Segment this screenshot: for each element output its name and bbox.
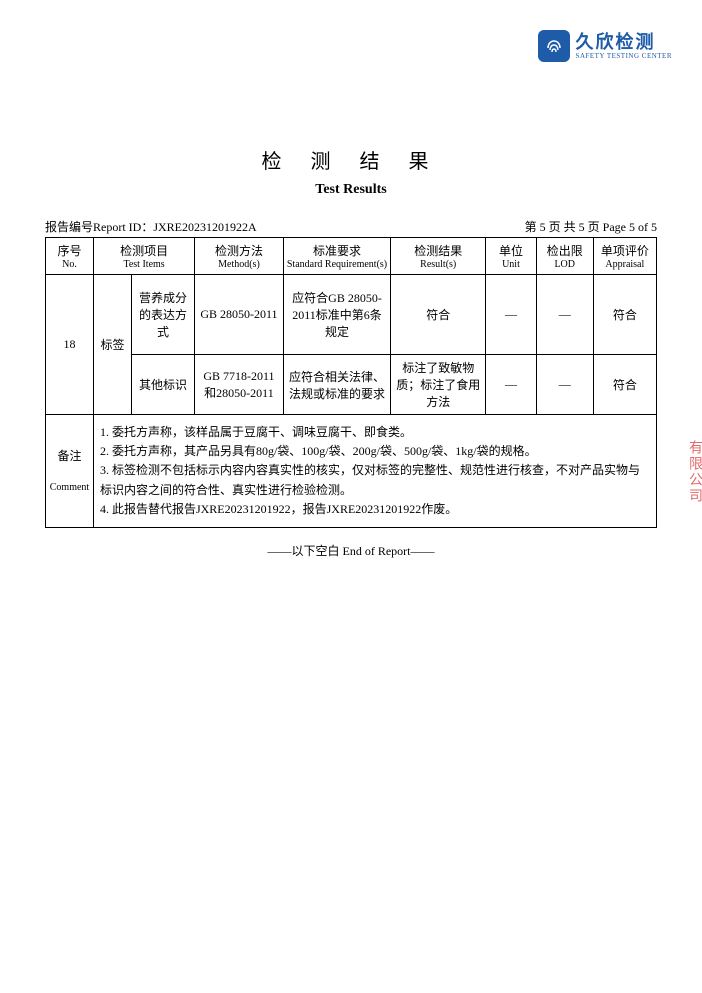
cell-group: 标签 bbox=[93, 275, 131, 415]
cell-item2: 其他标识 bbox=[131, 355, 194, 415]
cell-item1: 营养成分的表达方式 bbox=[131, 275, 194, 355]
logo-text-cn: 久欣检测 bbox=[576, 33, 672, 51]
cell-method1: GB 28050-2011 bbox=[195, 275, 284, 355]
header-row: 序号No. 检测项目Test Items 检测方法Method(s) 标准要求S… bbox=[46, 238, 657, 275]
title-cn: 检 测 结 果 bbox=[45, 145, 657, 174]
cell-unit2: — bbox=[486, 355, 537, 415]
cell-unit1: — bbox=[486, 275, 537, 355]
hdr-method: 检测方法Method(s) bbox=[195, 238, 284, 275]
end-of-report: ——以下空白 End of Report—— bbox=[45, 542, 657, 559]
hdr-item: 检测项目Test Items bbox=[93, 238, 194, 275]
hdr-appr: 单项评价Appraisal bbox=[593, 238, 656, 275]
meta-row: 报告编号Report ID：JXRE20231201922A 第 5 页 共 5… bbox=[45, 218, 657, 235]
fingerprint-icon bbox=[538, 30, 570, 62]
hdr-result: 检测结果Result(s) bbox=[391, 238, 486, 275]
page-info: 第 5 页 共 5 页 Page 5 of 5 bbox=[525, 218, 657, 235]
hdr-no: 序号No. bbox=[46, 238, 94, 275]
company-logo: 久欣检测 SAFETY TESTING CENTER bbox=[538, 30, 672, 62]
comment-label: 备注Comment bbox=[46, 415, 94, 528]
cell-lod2: — bbox=[536, 355, 593, 415]
cell-lod1: — bbox=[536, 275, 593, 355]
hdr-std: 标准要求Standard Requirement(s) bbox=[283, 238, 391, 275]
cell-appr2: 符合 bbox=[593, 355, 656, 415]
hdr-unit: 单位Unit bbox=[486, 238, 537, 275]
results-table: 序号No. 检测项目Test Items 检测方法Method(s) 标准要求S… bbox=[45, 237, 657, 528]
cell-result2: 标注了致敏物质；标注了食用方法 bbox=[391, 355, 486, 415]
comment-row: 备注Comment 1. 委托方声称，该样品属于豆腐干、调味豆腐干、即食类。 2… bbox=[46, 415, 657, 528]
cell-std1: 应符合GB 28050-2011标准中第6条规定 bbox=[283, 275, 391, 355]
data-row-2: 其他标识 GB 7718-2011和28050-2011 应符合相关法律、法规或… bbox=[46, 355, 657, 415]
title-en: Test Results bbox=[45, 182, 657, 198]
cell-result1: 符合 bbox=[391, 275, 486, 355]
page-content: 检 测 结 果 Test Results 报告编号Report ID：JXRE2… bbox=[45, 145, 657, 559]
cell-std2: 应符合相关法律、法规或标准的要求 bbox=[283, 355, 391, 415]
red-stamp: 有限公司 bbox=[684, 440, 702, 504]
logo-text-en: SAFETY TESTING CENTER bbox=[576, 53, 672, 60]
cell-no: 18 bbox=[46, 275, 94, 415]
hdr-lod: 检出限LOD bbox=[536, 238, 593, 275]
comment-cell: 1. 委托方声称，该样品属于豆腐干、调味豆腐干、即食类。 2. 委托方声称，其产… bbox=[93, 415, 656, 528]
data-row-1: 18 标签 营养成分的表达方式 GB 28050-2011 应符合GB 2805… bbox=[46, 275, 657, 355]
cell-method2: GB 7718-2011和28050-2011 bbox=[195, 355, 284, 415]
report-id: 报告编号Report ID：JXRE20231201922A bbox=[45, 218, 257, 235]
cell-appr1: 符合 bbox=[593, 275, 656, 355]
